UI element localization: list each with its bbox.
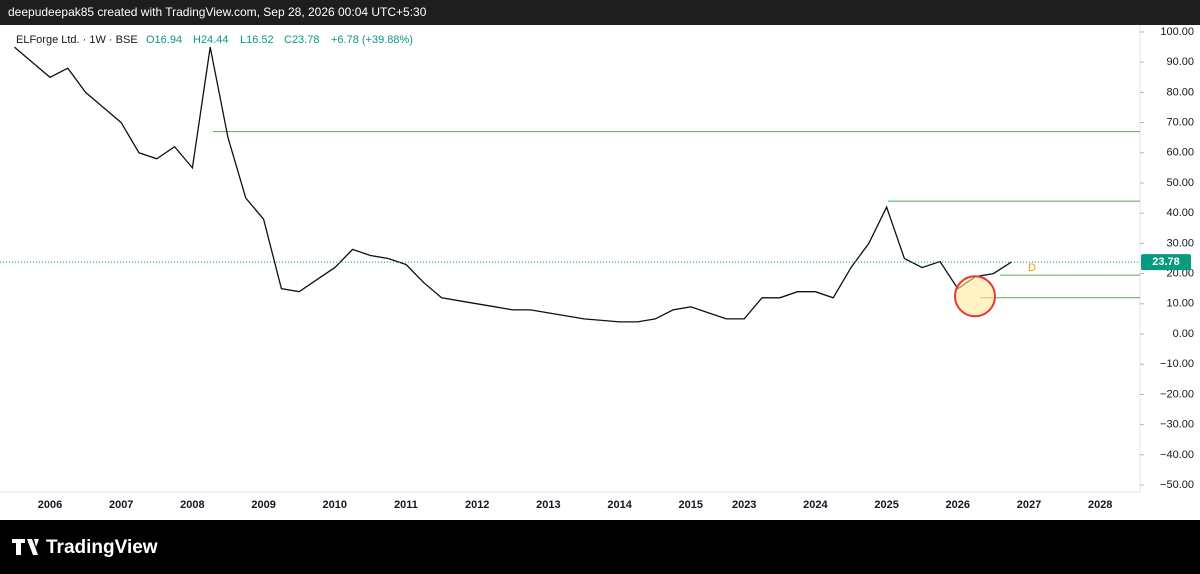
y-tick-label: 10.00 bbox=[1166, 298, 1194, 310]
x-tick-label: 2026 bbox=[946, 499, 970, 511]
y-tick-label: −50.00 bbox=[1160, 479, 1194, 491]
legend-low: L16.52 bbox=[240, 34, 274, 46]
x-tick-label: 2015 bbox=[679, 499, 703, 511]
x-tick-label: 2010 bbox=[323, 499, 347, 511]
legend-change: +6.78 (+39.88%) bbox=[331, 34, 413, 46]
x-tick-label: 2009 bbox=[251, 499, 275, 511]
y-tick-label: 0.00 bbox=[1173, 328, 1194, 340]
y-tick-label: 80.00 bbox=[1166, 86, 1194, 98]
y-tick-label: −20.00 bbox=[1160, 388, 1194, 400]
x-tick-label: 2027 bbox=[1017, 499, 1041, 511]
legend-high: H24.44 bbox=[193, 34, 228, 46]
price-line bbox=[13, 46, 1012, 323]
y-tick-label: 40.00 bbox=[1166, 207, 1194, 219]
x-tick-label: 2011 bbox=[394, 499, 418, 511]
y-tick-label: 70.00 bbox=[1166, 116, 1194, 128]
plot-background bbox=[0, 25, 1200, 520]
last-price-label: 23.78 bbox=[1152, 256, 1180, 268]
legend-close: C23.78 bbox=[284, 34, 319, 46]
x-tick-label: 2006 bbox=[38, 499, 62, 511]
y-tick-label: −40.00 bbox=[1160, 449, 1194, 461]
y-tick-label: 100.00 bbox=[1160, 26, 1194, 38]
last-price-box bbox=[1141, 254, 1191, 271]
footer-logo: TradingView bbox=[46, 537, 158, 558]
y-tick-label: 50.00 bbox=[1166, 177, 1194, 189]
x-tick-label: 2023 bbox=[732, 499, 756, 511]
x-tick-label: 2028 bbox=[1088, 499, 1112, 511]
legend-open: O16.94 bbox=[146, 34, 182, 46]
x-tick-label: 2013 bbox=[536, 499, 560, 511]
legend-symbol: ELForge Ltd. · 1W · BSE bbox=[16, 34, 138, 46]
x-tick-label: 2024 bbox=[803, 499, 828, 511]
top-bar bbox=[0, 0, 1200, 25]
highlight-circle bbox=[954, 275, 996, 318]
header: deepudeepak85 created with TradingView.c… bbox=[8, 5, 427, 19]
x-tick-label: 2012 bbox=[465, 499, 489, 511]
footer-bar bbox=[0, 520, 1200, 574]
y-tick-label: −30.00 bbox=[1160, 419, 1194, 431]
y-tick-label: −10.00 bbox=[1160, 358, 1194, 370]
y-tick-label: 20.00 bbox=[1166, 268, 1194, 280]
annotation: D bbox=[1028, 262, 1036, 274]
y-tick-label: 30.00 bbox=[1166, 237, 1194, 249]
logo-icon bbox=[12, 539, 39, 555]
x-tick-label: 2007 bbox=[109, 499, 133, 511]
x-tick-label: 2008 bbox=[180, 499, 204, 511]
y-tick-label: 60.00 bbox=[1166, 147, 1194, 159]
y-tick-label: 90.00 bbox=[1166, 56, 1194, 68]
x-tick-label: 2014 bbox=[607, 499, 632, 511]
x-tick-label: 2025 bbox=[874, 499, 898, 511]
